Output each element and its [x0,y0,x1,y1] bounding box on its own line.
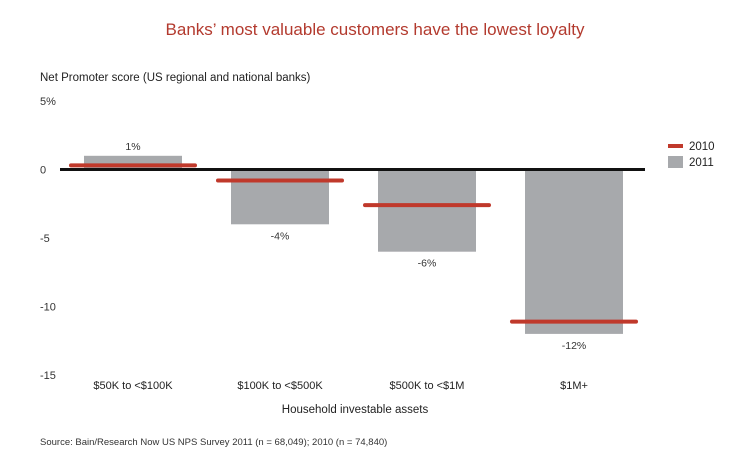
source-note: Source: Bain/Research Now US NPS Survey … [40,437,388,448]
y-tick-label: 0 [40,165,46,177]
category-label: $100K to <$500K [237,380,323,392]
y-axis-label: Net Promoter score (US regional and nati… [40,72,311,84]
chart-title: Banks’ most valuable customers have the … [165,20,585,39]
bar-data-label: -4% [271,230,290,242]
bar-2011 [84,155,182,170]
legend-label-2010: 2010 [689,141,715,153]
x-axis-label: Household investable assets [281,404,429,416]
y-tick-label: -5 [40,233,50,245]
y-tick-label: -10 [40,302,56,314]
bar-data-label: 1% [125,141,140,153]
bar-data-label: -12% [562,340,587,352]
y-tick-label: 5% [40,96,56,108]
legend-swatch-2011 [668,156,683,168]
bar-data-label: -6% [418,258,437,270]
category-label: $500K to <$1M [390,380,465,392]
legend-label-2011: 2011 [689,157,714,169]
bar-2011 [231,169,329,225]
category-label: $1M+ [560,380,588,392]
category-label: $50K to <$100K [93,380,173,392]
y-tick-label: -15 [40,370,56,382]
bar-2011 [525,169,623,334]
bar-2011 [378,169,476,252]
